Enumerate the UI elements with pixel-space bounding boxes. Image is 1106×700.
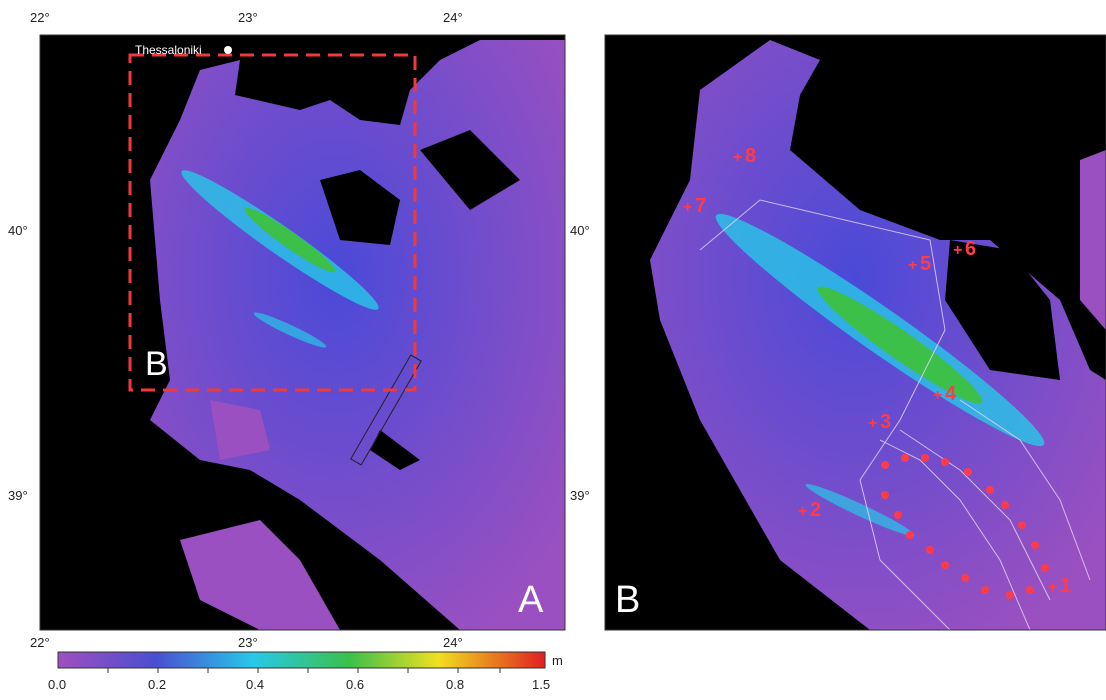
- station-label: 1: [1060, 575, 1071, 597]
- top-tick: 22°: [30, 10, 50, 25]
- svg-text:+: +: [683, 199, 692, 216]
- panel-label: A: [518, 579, 544, 621]
- station-label: 4: [945, 383, 957, 405]
- colorbar: [58, 652, 545, 668]
- colorbar-label: 0.4: [246, 677, 264, 692]
- city-label: Thessaloniki: [135, 43, 202, 57]
- svg-text:+: +: [733, 149, 742, 166]
- station-label: 7: [695, 195, 706, 217]
- colorbar-unit: m: [552, 653, 563, 668]
- figure: Thessaloniki B A 22° 23° 24° 22° 23° 24°…: [0, 0, 1106, 695]
- colorbar-label: 0.6: [346, 677, 364, 692]
- bottom-tick: 22°: [30, 635, 50, 650]
- svg-text:+: +: [953, 242, 962, 259]
- svg-text:+: +: [933, 387, 942, 404]
- colorbar-label: 0.2: [148, 677, 166, 692]
- panel-a-map: [40, 35, 565, 630]
- station-label: 8: [745, 145, 756, 167]
- colorbar-label: 1.5: [532, 677, 550, 692]
- top-tick: 23°: [238, 10, 258, 25]
- right-tick: 40°: [570, 223, 590, 238]
- svg-text:+: +: [798, 503, 807, 520]
- svg-text:+: +: [1048, 579, 1057, 596]
- station-label: 6: [965, 238, 976, 260]
- top-tick: 24°: [443, 10, 463, 25]
- right-tick: 39°: [570, 488, 590, 503]
- inset-label: B: [145, 345, 168, 383]
- page: {"panel_a": {"label": "A", "inset_label"…: [0, 0, 1106, 700]
- bottom-tick: 23°: [238, 635, 258, 650]
- colorbar-label: 0.8: [446, 677, 464, 692]
- left-tick: 40°: [8, 223, 28, 238]
- panel-label: B: [615, 579, 640, 621]
- station-label: 2: [810, 499, 821, 521]
- colorbar-label: 0.0: [48, 677, 66, 692]
- station-label: 5: [920, 253, 931, 275]
- station-label: 3: [880, 411, 891, 433]
- bottom-tick: 24°: [443, 635, 463, 650]
- left-tick: 39°: [8, 488, 28, 503]
- svg-text:+: +: [908, 257, 917, 274]
- panel-b-map: [605, 35, 1106, 630]
- svg-text:+: +: [868, 415, 877, 432]
